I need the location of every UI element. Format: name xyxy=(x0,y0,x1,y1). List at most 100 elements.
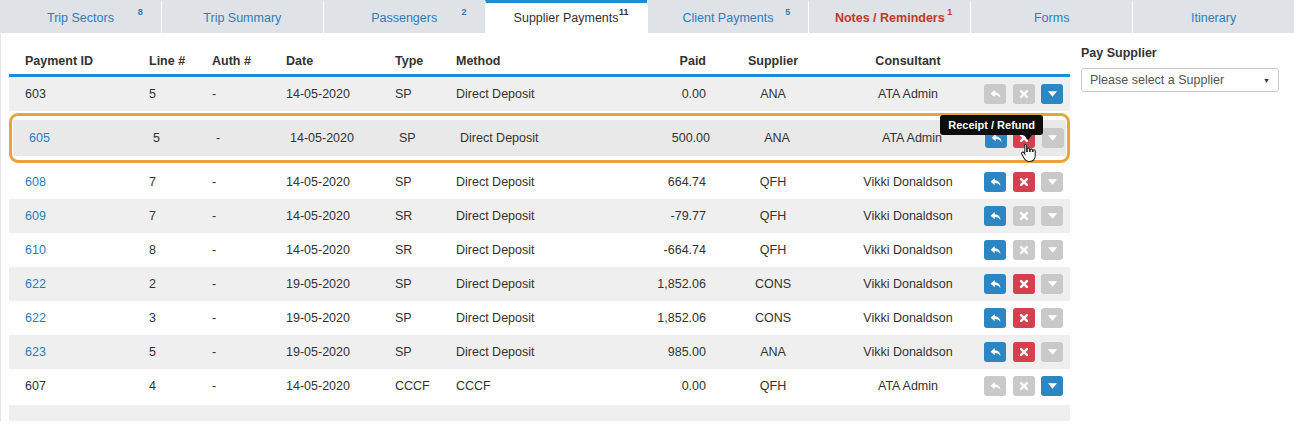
undo-payment-button[interactable] xyxy=(984,342,1006,362)
cell-line-number: 7 xyxy=(141,209,204,223)
more-actions-button[interactable] xyxy=(1041,274,1063,294)
cell-line-number: 4 xyxy=(141,379,204,393)
receipt-refund-button[interactable] xyxy=(1013,206,1035,226)
receipt-refund-button[interactable] xyxy=(1013,172,1035,192)
receipt-refund-button[interactable] xyxy=(1013,376,1035,396)
receipt-refund-button[interactable] xyxy=(1013,274,1035,294)
cell-auth-number: - xyxy=(204,379,278,393)
caret-down-icon xyxy=(1048,281,1057,287)
cell-actions xyxy=(978,84,1070,104)
undo-payment-button[interactable] xyxy=(984,172,1006,192)
cell-paid: -79.77 xyxy=(608,209,708,223)
cell-auth-number: - xyxy=(204,311,278,325)
cell-date: 14-05-2020 xyxy=(278,209,387,223)
cell-payment-id[interactable]: 608 xyxy=(9,175,141,189)
cell-method: Direct Deposit xyxy=(448,277,608,291)
tab-count-badge: 11 xyxy=(619,7,629,17)
more-actions-button[interactable] xyxy=(1041,342,1063,362)
undo-payment-button[interactable] xyxy=(984,84,1006,104)
table-body: 603 5 - 14-05-2020 SP Direct Deposit 0.0… xyxy=(9,77,1070,403)
cell-type: SP xyxy=(387,311,448,325)
tab-count-badge: 2 xyxy=(462,7,467,17)
supplier-select[interactable]: Please select a Supplier ▼ xyxy=(1081,68,1279,92)
cell-supplier: ANA xyxy=(712,131,842,145)
more-actions-button[interactable] xyxy=(1041,172,1063,192)
tab-forms[interactable]: Forms xyxy=(970,0,1132,33)
table-row: 623 5 - 19-05-2020 SP Direct Deposit 985… xyxy=(9,335,1070,369)
column-header-payment-id: Payment ID xyxy=(9,54,141,68)
receipt-refund-tooltip: Receipt / Refund xyxy=(940,115,1043,135)
cell-paid: 0.00 xyxy=(608,87,708,101)
receipt-refund-button[interactable] xyxy=(1013,240,1035,260)
caret-down-icon xyxy=(1048,349,1057,355)
caret-down-icon xyxy=(1048,135,1057,141)
undo-payment-button[interactable] xyxy=(984,376,1006,396)
more-actions-button[interactable] xyxy=(1041,240,1063,260)
cell-payment-id[interactable]: 605 xyxy=(13,131,145,145)
cell-paid: -664.74 xyxy=(608,243,708,257)
cell-paid: 985.00 xyxy=(608,345,708,359)
more-actions-button[interactable] xyxy=(1041,206,1063,226)
undo-arrow-icon xyxy=(989,346,1002,359)
cell-payment-id[interactable]: 622 xyxy=(9,277,141,291)
column-header-auth: Auth # xyxy=(204,54,278,68)
cell-type: CCCF xyxy=(387,379,448,393)
tab-trip-summary[interactable]: Trip Summary xyxy=(161,0,323,33)
cell-date: 19-05-2020 xyxy=(278,277,387,291)
cell-type: SP xyxy=(387,87,448,101)
cell-method: Direct Deposit xyxy=(448,243,608,257)
cell-payment-id[interactable]: 610 xyxy=(9,243,141,257)
cell-paid: 1,852.06 xyxy=(608,311,708,325)
cell-paid: 664.74 xyxy=(608,175,708,189)
caret-down-icon xyxy=(1048,91,1057,97)
cell-method: CCCF xyxy=(448,379,608,393)
cell-consultant: ATA Admin xyxy=(838,379,978,393)
cell-payment-id[interactable]: 622 xyxy=(9,311,141,325)
table-row: 607 4 - 14-05-2020 CCCF CCCF 0.00 QFH AT… xyxy=(9,369,1070,403)
tab-trip-sectors[interactable]: Trip Sectors 8 xyxy=(0,0,161,33)
table-row: 609 7 - 14-05-2020 SR Direct Deposit -79… xyxy=(9,199,1070,233)
cell-auth-number: - xyxy=(208,131,282,145)
tab-client-payments[interactable]: Client Payments 5 xyxy=(647,0,809,33)
tab-notes-reminders[interactable]: Notes / Reminders 1 xyxy=(808,0,970,33)
cell-payment-id[interactable]: 609 xyxy=(9,209,141,223)
more-actions-button[interactable] xyxy=(1041,376,1063,396)
undo-payment-button[interactable] xyxy=(984,308,1006,328)
cell-actions xyxy=(978,376,1070,396)
undo-arrow-icon xyxy=(989,176,1002,189)
cell-consultant: Vikki Donaldson xyxy=(838,175,978,189)
undo-arrow-icon xyxy=(989,380,1002,393)
tab-supplier-payments[interactable]: Supplier Payments 11 xyxy=(485,0,647,33)
caret-down-icon xyxy=(1048,213,1057,219)
tooltip-arrow xyxy=(1023,134,1033,140)
cell-line-number: 5 xyxy=(141,87,204,101)
more-actions-button[interactable] xyxy=(1041,308,1063,328)
tab-label: Notes / Reminders xyxy=(835,11,945,25)
receipt-refund-button[interactable] xyxy=(1013,308,1035,328)
tab-itinerary[interactable]: Itinerary xyxy=(1132,0,1294,33)
tab-count-badge: 1 xyxy=(947,7,952,17)
cell-method: Direct Deposit xyxy=(448,209,608,223)
cell-actions xyxy=(978,240,1070,260)
supplier-select-value: Please select a Supplier xyxy=(1090,73,1224,87)
cell-payment-id[interactable]: 623 xyxy=(9,345,141,359)
undo-payment-button[interactable] xyxy=(984,274,1006,294)
cell-type: SR xyxy=(387,243,448,257)
cell-method: Direct Deposit xyxy=(448,87,608,101)
cell-date: 19-05-2020 xyxy=(278,311,387,325)
cell-consultant: Vikki Donaldson xyxy=(838,311,978,325)
more-actions-button[interactable] xyxy=(1042,128,1064,148)
x-icon xyxy=(1019,177,1029,187)
x-icon xyxy=(1019,89,1029,99)
cell-line-number: 7 xyxy=(141,175,204,189)
cell-date: 14-05-2020 xyxy=(278,175,387,189)
receipt-refund-button[interactable] xyxy=(1013,342,1035,362)
tab-label: Client Payments xyxy=(682,11,773,25)
undo-payment-button[interactable] xyxy=(984,240,1006,260)
tab-passengers[interactable]: Passengers 2 xyxy=(323,0,485,33)
undo-payment-button[interactable] xyxy=(984,206,1006,226)
more-actions-button[interactable] xyxy=(1041,84,1063,104)
receipt-refund-button[interactable] xyxy=(1013,84,1035,104)
caret-down-icon xyxy=(1048,315,1057,321)
cell-supplier: CONS xyxy=(708,277,838,291)
